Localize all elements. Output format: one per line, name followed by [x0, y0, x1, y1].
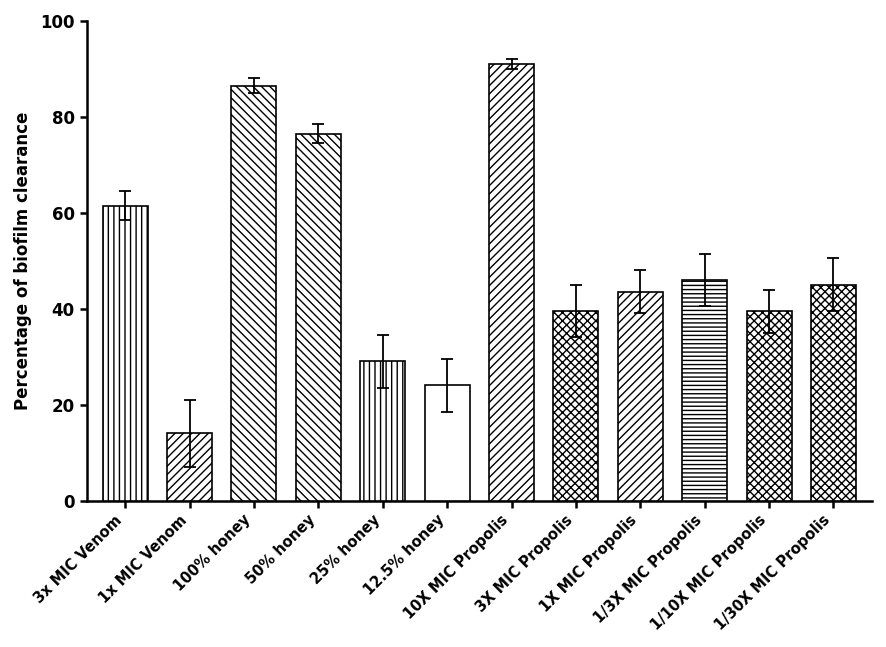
Bar — [747, 311, 791, 501]
Bar — [618, 292, 663, 501]
Bar — [361, 362, 405, 501]
Bar — [103, 206, 148, 501]
Bar — [424, 386, 470, 501]
Bar — [489, 64, 534, 501]
Bar — [296, 134, 341, 501]
Bar — [811, 285, 856, 501]
Bar — [231, 85, 276, 501]
Bar — [554, 311, 598, 501]
Y-axis label: Percentage of biofilm clearance: Percentage of biofilm clearance — [14, 111, 32, 410]
Bar — [167, 433, 212, 501]
Bar — [682, 280, 727, 501]
